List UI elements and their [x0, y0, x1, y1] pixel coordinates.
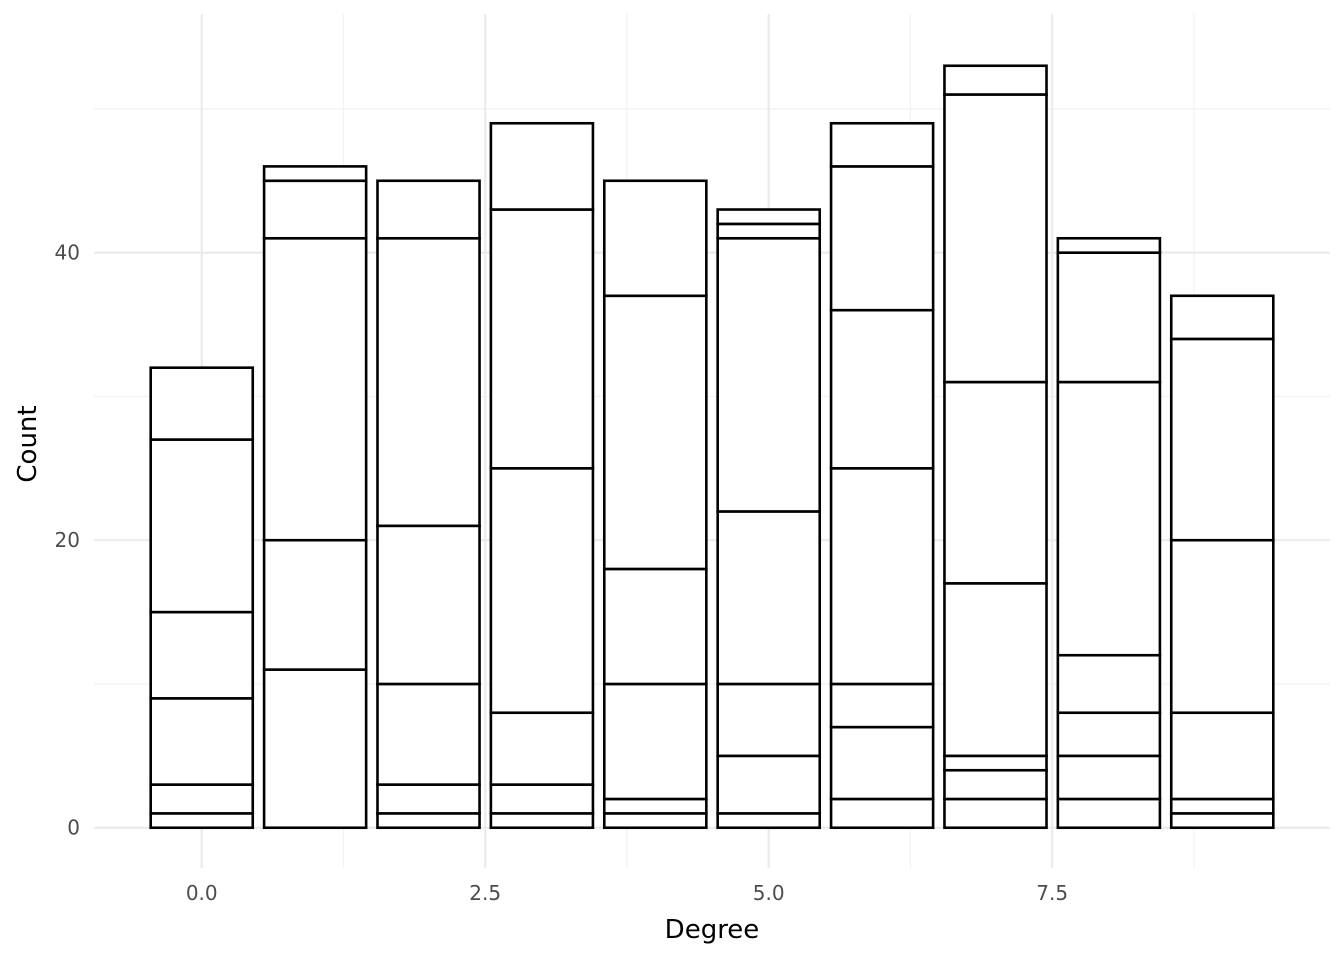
- bar-segment: [1169, 538, 1275, 715]
- bar-segment: [602, 294, 708, 571]
- bar-segment: [1169, 812, 1275, 830]
- x-tick-label: 2.5: [469, 881, 501, 905]
- bar-segment: [716, 510, 822, 686]
- bar-segment: [1169, 294, 1275, 341]
- bar-segment: [943, 768, 1048, 801]
- bar-segment: [1056, 653, 1162, 715]
- bar-segment: [602, 682, 708, 801]
- bar-segment: [602, 179, 708, 298]
- bar-segment: [376, 812, 481, 830]
- bar-segment: [489, 121, 595, 211]
- y-tick-label: 0: [67, 816, 80, 840]
- bar-segment: [1169, 797, 1275, 815]
- bar-segment: [829, 467, 935, 686]
- bar-segment: [1056, 754, 1162, 801]
- bar-segment: [602, 812, 708, 830]
- bar-segment: [829, 725, 935, 801]
- bar-segment: [149, 783, 255, 815]
- bar-segment: [943, 797, 1048, 830]
- bar-segment: [716, 812, 822, 830]
- y-tick-label: 40: [55, 241, 80, 265]
- bar-segment: [829, 121, 935, 168]
- bar-segment: [376, 783, 481, 815]
- bar-segment: [943, 582, 1048, 758]
- tick-labels: 0.0 2.5 5.0 7.5 0 20 40: [55, 241, 1069, 905]
- bar-segment: [1056, 797, 1162, 830]
- bar-segment: [489, 711, 595, 786]
- bar-segment: [489, 812, 595, 830]
- bar-segment: [716, 222, 822, 240]
- bar-segment: [602, 567, 708, 686]
- bar-segment: [376, 524, 481, 686]
- bar-segment: [489, 208, 595, 470]
- bar-segment: [149, 697, 255, 786]
- bar-segment: [829, 682, 935, 729]
- bar-segment: [716, 682, 822, 758]
- x-tick-label: 0.0: [186, 881, 218, 905]
- bar-segment: [943, 93, 1048, 384]
- bar-segment: [262, 165, 368, 183]
- bar-segment: [376, 682, 481, 786]
- bar-segment: [489, 467, 595, 715]
- bar-segment: [1056, 251, 1162, 384]
- bar-segment: [149, 438, 255, 614]
- bar-segment: [262, 668, 368, 830]
- bar-segment: [829, 797, 935, 830]
- bar-segment: [149, 610, 255, 700]
- bar-segment: [602, 797, 708, 815]
- bar-segment: [829, 165, 935, 312]
- bar-segment: [716, 754, 822, 815]
- bar-segment: [262, 179, 368, 240]
- x-axis-title: Degree: [665, 915, 760, 945]
- bar-segment: [262, 236, 368, 542]
- y-tick-label: 20: [55, 528, 80, 552]
- bar-segment: [149, 812, 255, 830]
- x-tick-label: 5.0: [753, 881, 785, 905]
- bar-segment: [1056, 236, 1162, 254]
- bar-segment: [716, 236, 822, 513]
- bar-segment: [262, 538, 368, 671]
- bars: [149, 64, 1275, 830]
- bar-segment: [489, 783, 595, 815]
- bar-segment: [1056, 380, 1162, 657]
- bar-segment: [1169, 711, 1275, 801]
- bar-segment: [829, 308, 935, 470]
- bar-segment: [1056, 711, 1162, 758]
- bar-segment: [376, 236, 481, 528]
- bar-segment: [1169, 337, 1275, 542]
- bar-segment: [376, 179, 481, 240]
- bar-segment: [943, 64, 1048, 96]
- y-axis-title: Count: [13, 405, 43, 482]
- bar-segment: [943, 380, 1048, 585]
- bar-segment: [716, 208, 822, 226]
- bar-segment: [943, 754, 1048, 772]
- x-tick-label: 7.5: [1036, 881, 1068, 905]
- bar-segment: [149, 366, 255, 441]
